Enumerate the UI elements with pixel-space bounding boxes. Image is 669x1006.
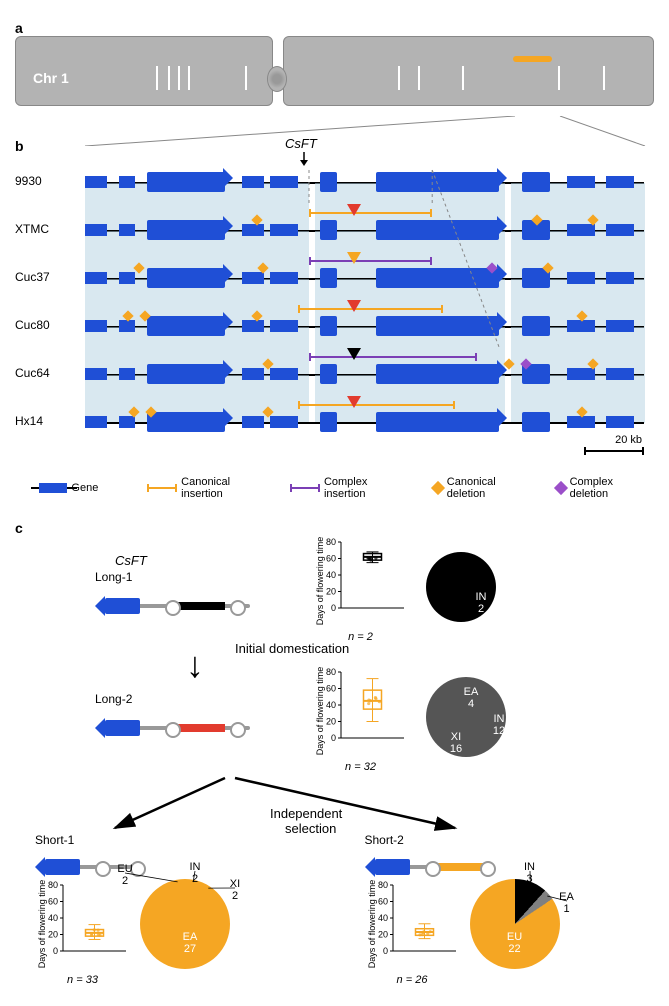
legend-ins-text: Canonical insertion — [181, 476, 241, 500]
svg-text:Days of flowering time: Days of flowering time — [315, 537, 325, 626]
zoom-connector — [15, 116, 654, 146]
svg-text:20: 20 — [377, 930, 387, 940]
svg-text:60: 60 — [377, 897, 387, 907]
scale-label: 20 kb — [615, 434, 642, 446]
scale-bar — [584, 450, 644, 452]
svg-text:60: 60 — [48, 897, 58, 907]
svg-text:40: 40 — [48, 913, 58, 923]
svg-text:Days of flowering time: Days of flowering time — [315, 667, 325, 756]
legend-cdel-icon — [554, 481, 568, 495]
short1-name: Short-1 — [35, 833, 325, 847]
svg-text:0: 0 — [331, 603, 336, 613]
svg-text:60: 60 — [326, 554, 336, 564]
haplotype-short2 — [365, 847, 655, 879]
haplotype-long2 — [95, 708, 295, 748]
svg-text:40: 40 — [377, 913, 387, 923]
svg-text:20: 20 — [48, 930, 58, 940]
svg-text:Days of flowering time: Days of flowering time — [367, 880, 377, 969]
csft-label-c: CsFT — [115, 553, 295, 568]
svg-text:60: 60 — [326, 684, 336, 694]
long1-name: Long-1 — [95, 570, 295, 584]
pie-long2: EA4IN12XI16 — [426, 677, 506, 762]
legend-ins-icon — [147, 487, 177, 489]
svg-text:20: 20 — [326, 587, 336, 597]
svg-text:80: 80 — [48, 880, 58, 890]
haplotype-long1 — [95, 586, 295, 626]
pie-long1: IN2 — [426, 552, 496, 627]
svg-text:Days of flowering time: Days of flowering time — [37, 880, 47, 969]
svg-text:20: 20 — [326, 717, 336, 727]
panel-c-container: CsFT Long-1 020406080Days of flowering t… — [15, 536, 654, 986]
svg-text:80: 80 — [326, 667, 336, 677]
legend-cins-text: Complex insertion — [324, 476, 384, 500]
boxplot-short2: 020406080Days of flowering timen = 26 — [365, 879, 460, 986]
branching-arrows: Independent selection — [95, 773, 595, 833]
chromosome-ideogram: Lf1.1 & Ef1.1 Chr 1 — [15, 36, 654, 106]
stage-initial: Initial domestication — [165, 641, 654, 656]
panel-b-legend: Gene Canonical insertion Complex inserti… — [15, 476, 654, 500]
boxplot-long2: 020406080Days of flowering timen = 32 — [313, 666, 408, 773]
legend-cins-icon — [290, 487, 320, 489]
short2-name: Short-2 — [365, 833, 655, 847]
boxplot-short1: 020406080Days of flowering timen = 33 — [35, 879, 130, 986]
svg-text:80: 80 — [326, 537, 336, 547]
stage-indep-text: Independent — [270, 806, 343, 821]
svg-text:40: 40 — [326, 700, 336, 710]
panel-a-label: a — [15, 20, 654, 36]
svg-text:0: 0 — [331, 733, 336, 743]
legend-gene-icon — [39, 483, 67, 493]
pie-short2: IN3EA1EU22 — [470, 879, 560, 974]
genome-tracks: 9930XTMCCuc37Cuc80Cuc64Hx14 — [15, 146, 654, 446]
boxplot-long1: 020406080Days of flowering timen = 2 — [313, 536, 408, 643]
long2-name: Long-2 — [95, 692, 295, 706]
svg-text:0: 0 — [382, 946, 387, 956]
legend-cdel-text: Complex deletion — [570, 476, 630, 500]
legend-del-icon — [431, 481, 445, 495]
svg-text:selection: selection — [285, 821, 336, 833]
legend-del-text: Canonical deletion — [447, 476, 507, 500]
svg-text:40: 40 — [326, 570, 336, 580]
svg-text:80: 80 — [377, 880, 387, 890]
panel-c-label: c — [15, 520, 654, 536]
pie-short1: EU2IN2XI2EA27 — [140, 879, 230, 974]
svg-text:0: 0 — [53, 946, 58, 956]
